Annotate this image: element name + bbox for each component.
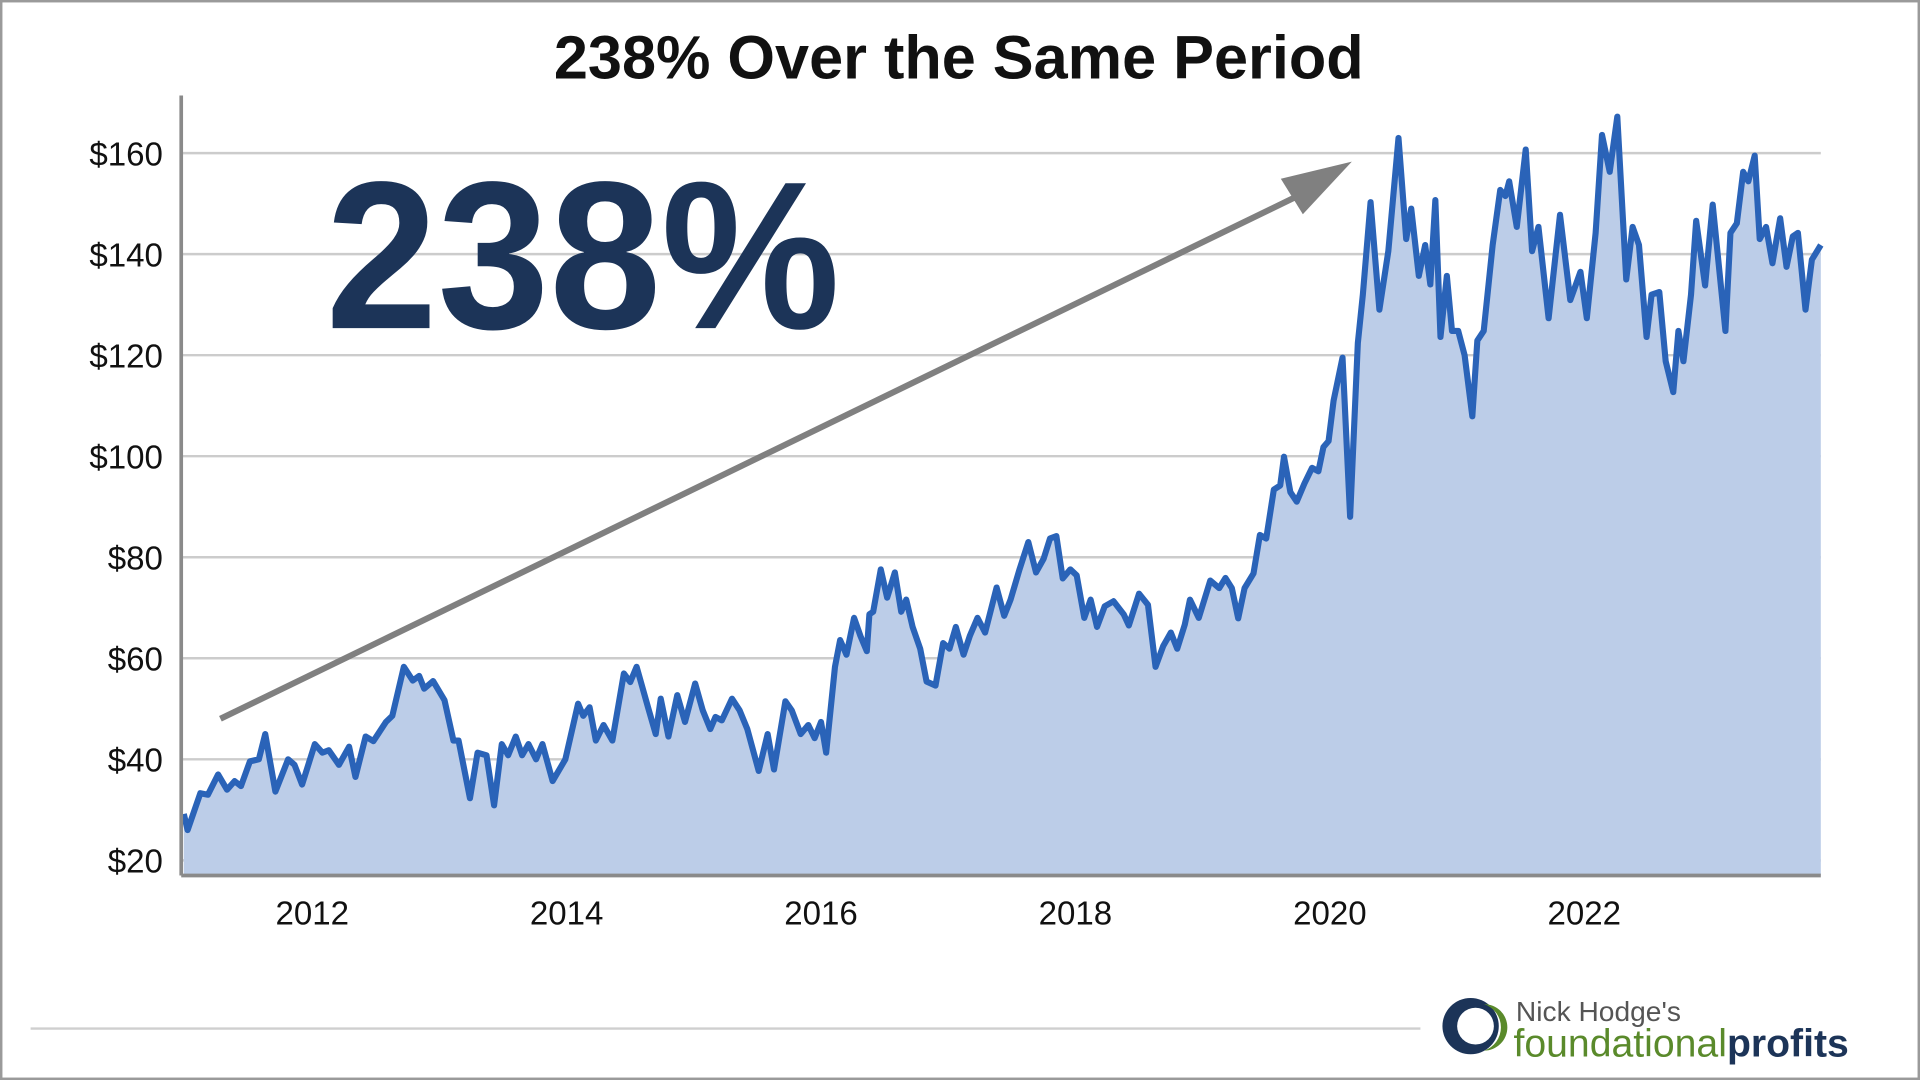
y-tick-label: $100 <box>89 439 163 476</box>
y-tick-label: $140 <box>89 237 163 274</box>
y-tick-label: $20 <box>108 844 163 881</box>
annotation: 238% <box>326 137 840 373</box>
logo-wordmark: foundationalprofits <box>1513 1023 1848 1066</box>
line <box>180 113 1824 834</box>
area <box>183 116 1821 876</box>
y-tick-label: $120 <box>89 338 163 375</box>
logo-leaf <box>1484 1004 1508 1051</box>
x-tick-label: 2012 <box>275 895 349 932</box>
logo-byline: Nick Hodge's <box>1516 996 1681 1027</box>
y-tick-label: $60 <box>108 642 163 679</box>
x-tick-label: 2014 <box>530 895 604 932</box>
y-tick-label: $80 <box>108 540 163 577</box>
y-tick-label: $160 <box>89 136 163 173</box>
plot-area: $20 $40 $60 $80 $100 $120 $140 $160 2012 2014 2016… <box>89 95 1824 932</box>
x-tick-label: 2020 <box>1293 895 1367 932</box>
logo-brand: foundational <box>1513 1023 1726 1066</box>
logo-inner <box>1457 1007 1494 1045</box>
y-tick-label: $40 <box>108 743 163 780</box>
arrow-head <box>1280 161 1352 215</box>
x-tick-label: 2016 <box>784 895 858 932</box>
x-tick-label: 2022 <box>1547 895 1621 932</box>
chart-title: 238% Over the Same Period <box>554 23 1364 91</box>
trend-arrow <box>219 193 1300 722</box>
logo-icon <box>1442 997 1508 1055</box>
logo-brand-bold: profits <box>1727 1023 1849 1066</box>
x-tick-label: 2018 <box>1039 895 1113 932</box>
